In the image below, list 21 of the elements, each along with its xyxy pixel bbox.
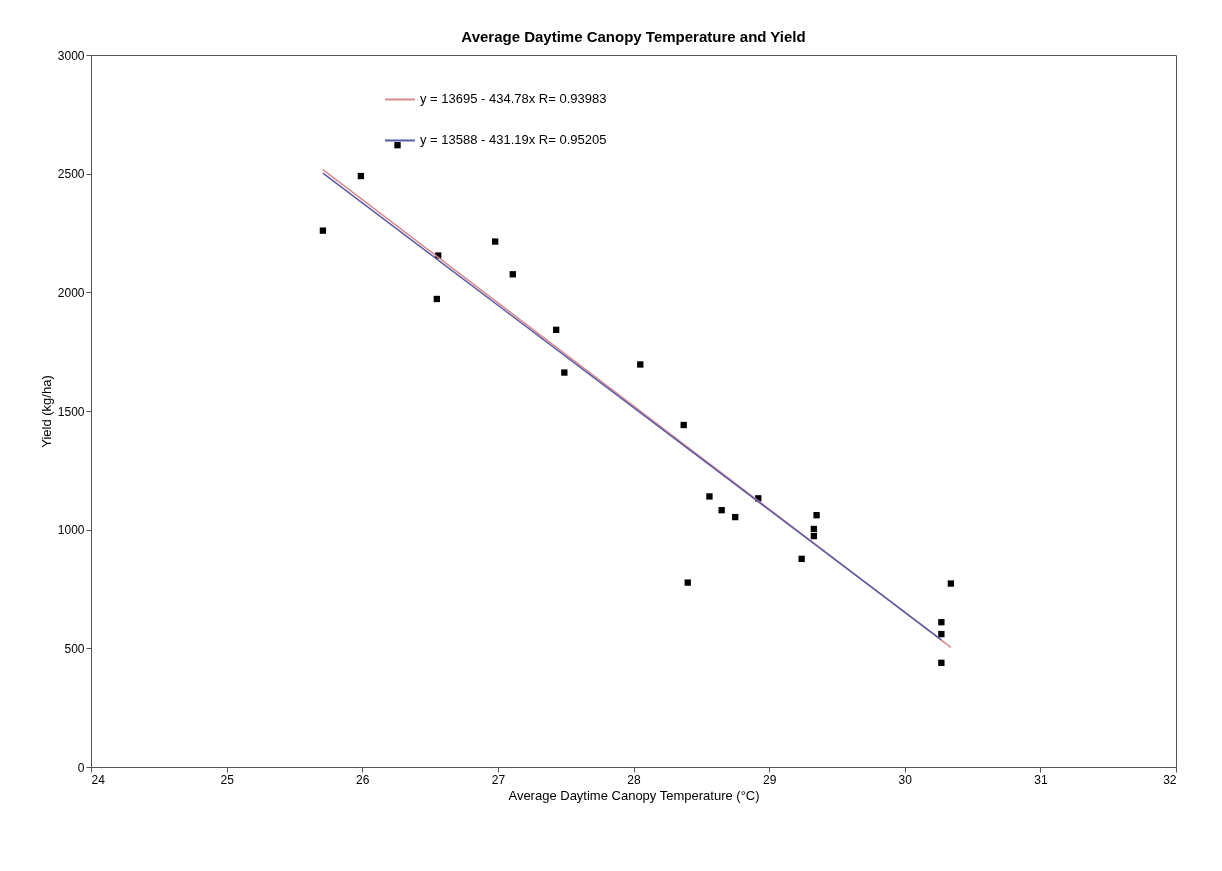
y-tick-label: 2000 — [57, 285, 85, 300]
x-tick-label: 30 — [898, 772, 913, 787]
y-tick-label: 500 — [64, 641, 85, 656]
x-axis-title: Average Daytime Canopy Temperature (°C) — [508, 787, 760, 803]
x-tick-label: 24 — [91, 772, 106, 787]
y-tick-label: 1000 — [57, 523, 85, 538]
y-tick-label: 1500 — [57, 404, 85, 419]
x-tick-label: 32 — [1163, 772, 1177, 787]
legend-label: y = 13695 - 434.78x R= 0.93983 — [419, 91, 607, 107]
x-tick-label: 27 — [491, 772, 506, 787]
x-tick-label: 28 — [627, 772, 641, 787]
x-tick-label: 25 — [220, 772, 235, 787]
x-tick-label: 26 — [356, 772, 370, 787]
y-tick-label: 2500 — [57, 167, 85, 182]
x-tick-label: 31 — [1034, 772, 1048, 787]
y-tick-label: 0 — [77, 760, 85, 775]
chart-title: Average Daytime Canopy Temperature and Yield — [461, 28, 806, 45]
x-tick-label: 29 — [762, 772, 777, 787]
legend-label: y = 13588 - 431.19x R= 0.95205 — [419, 132, 607, 148]
y-axis-title: Yield (kg/ha) — [38, 375, 54, 448]
y-tick-label: 3000 — [57, 48, 85, 63]
